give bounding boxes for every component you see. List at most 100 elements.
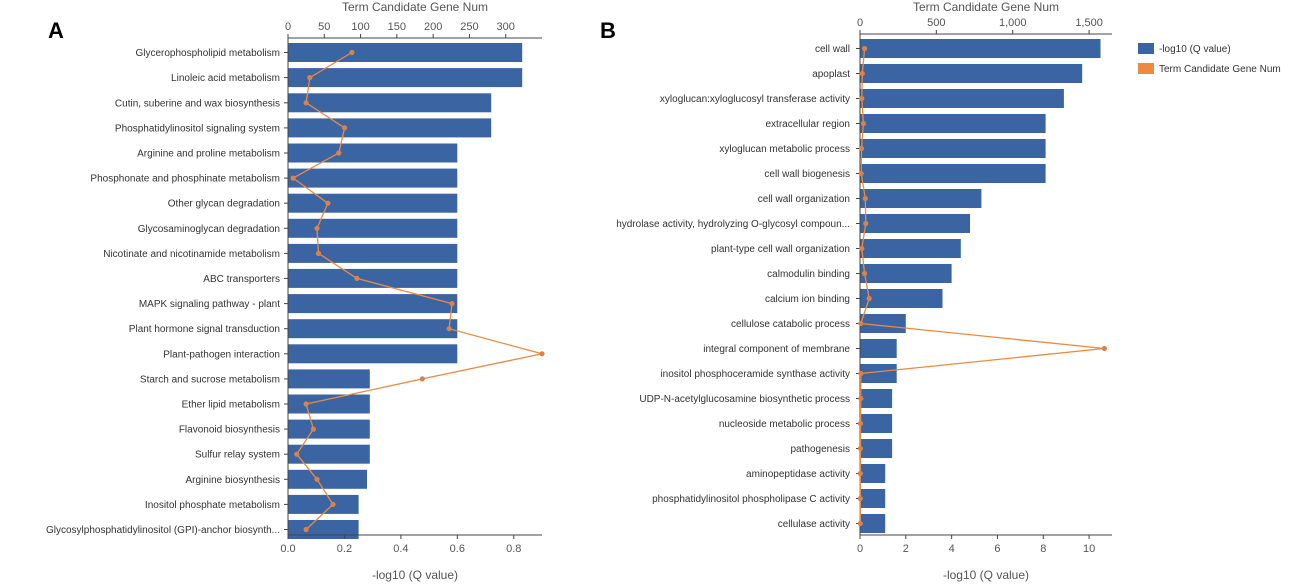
x-tick-label: 0.8 — [506, 543, 521, 555]
bar-inositol-phosphate-metabolism — [288, 494, 359, 514]
point-calcium-ion-binding — [866, 295, 872, 302]
x2-axis-title: Term Candidate Gene Num — [342, 0, 488, 14]
category-label: Starch and sucrose metabolism — [140, 374, 280, 385]
category-label: Phosphonate and phosphinate metabolism — [90, 174, 280, 185]
x-axis-title: -log10 (Q value) — [372, 568, 458, 582]
point-xyloglucan-metabolic-process — [858, 145, 865, 152]
bar-sulfur-relay-system — [288, 444, 370, 464]
point-integral-component-of-membrane — [1101, 345, 1107, 352]
point-mapk-signaling-pathway-plant — [449, 301, 455, 307]
point-cutin-suberine-and-wax-biosynthesis — [303, 100, 309, 106]
x2-tick-label: 150 — [388, 21, 406, 33]
bar-pathogenesis — [860, 439, 893, 458]
category-label: Sulfur relay system — [195, 450, 280, 461]
bar-nicotinate-and-nicotinamide-metabolism — [288, 243, 458, 263]
bar-linoleic-acid-metabolism — [288, 68, 523, 88]
category-label: aminopeptidase activity — [746, 469, 850, 480]
category-label: Inositol phosphate metabolism — [145, 500, 280, 511]
bar-starch-and-sucrose-metabolism — [288, 369, 370, 389]
bar-cellulase-activity — [860, 514, 886, 533]
x2-tick-label: 500 — [927, 17, 945, 29]
line-gene-num — [291, 51, 543, 530]
point-plant-type-cell-wall-organization — [859, 245, 865, 252]
x2-tick-label: 50 — [318, 21, 330, 33]
bar-cellulose-catabolic-process — [860, 314, 906, 333]
point-aminopeptidase-activity — [857, 470, 863, 477]
point-udp-n-acetylglucosamine-biosynthetic-process — [858, 395, 864, 402]
panel-label: A — [48, 18, 64, 43]
category-label: apoplast — [812, 69, 850, 80]
x2-tick-label: 300 — [497, 21, 515, 33]
point-cell-wall-organization — [862, 195, 868, 202]
point-xyloglucan-xyloglucosyl-transferase-activity — [859, 95, 865, 102]
bar-glycerophospholipid-metabolism — [288, 43, 523, 62]
point-plant-pathogen-interaction — [539, 351, 545, 357]
x-tick-label: 0.0 — [280, 543, 295, 555]
point-other-glycan-degradation — [325, 200, 331, 206]
bar-inositol-phosphoceramide-synthase-activity — [860, 364, 897, 383]
category-label: plant-type cell wall organization — [711, 244, 850, 255]
x-tick-label: 4 — [949, 543, 955, 555]
line-gene-num — [859, 48, 1105, 524]
category-label: phosphatidylinositol phospholipase C act… — [652, 494, 850, 505]
category-label: cell wall — [815, 44, 850, 55]
category-label: Arginine and proline metabolism — [137, 149, 280, 160]
point-calmodulin-binding — [862, 270, 868, 277]
bar-hydrolase-activity-hydrolyzing-o-glycosyl-compou — [860, 214, 970, 233]
category-label: pathogenesis — [791, 444, 851, 455]
bar-ether-lipid-metabolism — [288, 394, 370, 414]
point-apoplast — [859, 70, 865, 77]
bar-plant-hormone-signal-transduction — [288, 319, 458, 339]
point-pathogenesis — [857, 445, 864, 452]
bar-flavonoid-biosynthesis — [288, 419, 370, 439]
x-tick-label: 8 — [1040, 543, 1046, 555]
point-ether-lipid-metabolism — [303, 401, 309, 407]
point-arginine-biosynthesis — [314, 476, 320, 482]
category-label: cell wall biogenesis — [764, 169, 850, 180]
category-label: inositol phosphoceramide synthase activi… — [660, 369, 850, 380]
bar-arginine-and-proline-metabolism — [288, 143, 458, 163]
category-label: Nicotinate and nicotinamide metabolism — [103, 249, 280, 260]
category-label: cell wall organization — [758, 194, 850, 205]
point-arginine-and-proline-metabolism — [336, 150, 342, 156]
point-cellulase-activity — [857, 520, 863, 527]
legend-label-line: Term Candidate Gene Num — [1159, 64, 1281, 75]
point-phosphonate-and-phosphinate-metabolism — [290, 175, 296, 181]
x-tick-label: 0.4 — [393, 543, 408, 555]
category-label: Glycosaminoglycan degradation — [138, 224, 280, 235]
category-label: UDP-N-acetylglucosamine biosynthetic pro… — [639, 394, 850, 405]
x2-tick-label: 0 — [857, 17, 863, 29]
bar-calmodulin-binding — [860, 264, 952, 283]
bar-cell-wall-organization — [860, 189, 982, 208]
legend-label-bar: -log10 (Q value) — [1159, 44, 1231, 55]
bar-phosphatidylinositol-phospholipase-c-activity — [860, 489, 886, 508]
category-label: Linoleic acid metabolism — [171, 73, 280, 84]
bar-cell-wall-biogenesis — [860, 164, 1046, 183]
point-plant-hormone-signal-transduction — [446, 326, 452, 332]
bar-xyloglucan-xyloglucosyl-transferase-activity — [860, 89, 1064, 108]
category-label: Cutin, suberine and wax biosynthesis — [115, 98, 280, 109]
point-linoleic-acid-metabolism — [307, 75, 313, 81]
point-phosphatidylinositol-phospholipase-c-activity — [857, 495, 863, 502]
legend-swatch-line — [1138, 63, 1154, 74]
category-label: Phosphatidylinositol signaling system — [115, 123, 280, 134]
category-label: Ether lipid metabolism — [182, 400, 280, 411]
x-tick-label: 2 — [903, 543, 909, 555]
category-label: calmodulin binding — [767, 269, 850, 280]
bar-glycosylphosphatidylinositol-gpi-anchor-biosynth — [288, 520, 359, 539]
point-hydrolase-activity-hydrolyzing-o-glycosyl-compou — [863, 220, 869, 227]
point-cell-wall-biogenesis — [858, 170, 864, 177]
x-tick-label: 0.6 — [450, 543, 465, 555]
category-label: extracellular region — [766, 119, 851, 130]
bar-cell-wall — [860, 39, 1101, 58]
bar-aminopeptidase-activity — [860, 464, 886, 483]
x2-tick-label: 100 — [351, 21, 369, 33]
x2-tick-label: 200 — [424, 21, 442, 33]
category-label: Other glycan degradation — [168, 199, 280, 210]
legend: -log10 (Q value) Term Candidate Gene Num — [1138, 43, 1281, 75]
bar-arginine-biosynthesis — [288, 469, 367, 489]
category-label: integral component of membrane — [703, 344, 850, 355]
bar-plant-type-cell-wall-organization — [860, 239, 961, 258]
point-inositol-phosphate-metabolism — [330, 501, 336, 507]
